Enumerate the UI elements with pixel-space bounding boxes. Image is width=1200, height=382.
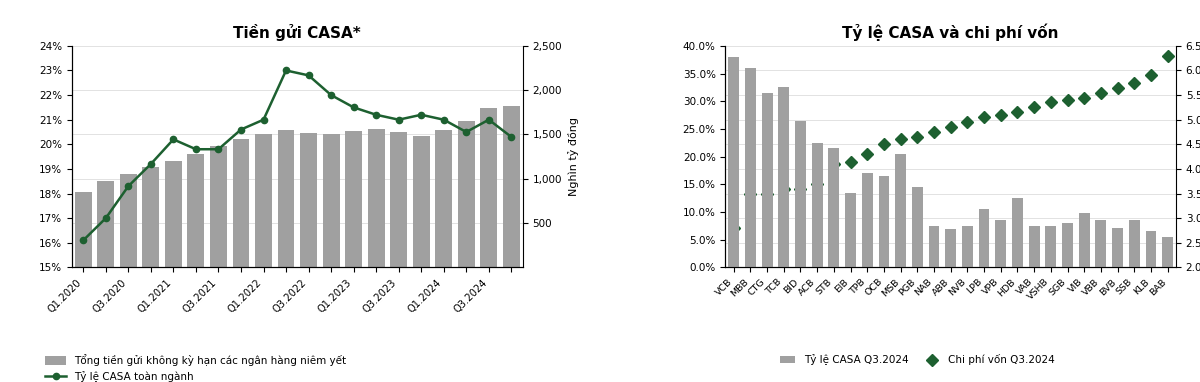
Bar: [1028, 226, 1039, 267]
Y-axis label: Nghìn tỷ đồng: Nghìn tỷ đồng: [568, 117, 578, 196]
Bar: [745, 68, 756, 267]
Bar: [962, 226, 973, 267]
Bar: [277, 130, 294, 267]
Bar: [895, 154, 906, 267]
Bar: [346, 131, 362, 267]
Bar: [878, 176, 889, 267]
Bar: [1096, 220, 1106, 267]
Bar: [946, 228, 956, 267]
Bar: [1112, 228, 1123, 267]
Bar: [390, 132, 407, 267]
Bar: [143, 167, 160, 267]
Bar: [97, 181, 114, 267]
Bar: [1079, 213, 1090, 267]
Bar: [164, 161, 182, 267]
Bar: [1045, 226, 1056, 267]
Bar: [1163, 237, 1174, 267]
Bar: [256, 134, 272, 267]
Bar: [1129, 220, 1140, 267]
Bar: [480, 108, 497, 267]
Bar: [929, 226, 940, 267]
Bar: [1012, 198, 1022, 267]
Legend: Tổng tiền gửi không kỳ hạn các ngân hàng niêm yết, Tỷ lệ CASA toàn ngành: Tổng tiền gửi không kỳ hạn các ngân hàng…: [41, 350, 350, 382]
Bar: [503, 106, 520, 267]
Bar: [436, 130, 452, 267]
Bar: [796, 121, 806, 267]
Bar: [210, 146, 227, 267]
Title: Tỷ lệ CASA và chi phí vốn: Tỷ lệ CASA và chi phí vốn: [842, 23, 1058, 40]
Bar: [187, 154, 204, 267]
Bar: [233, 139, 250, 267]
Bar: [1146, 231, 1157, 267]
Bar: [300, 133, 317, 267]
Legend: Tỷ lệ CASA Q3.2024, Chi phí vốn Q3.2024: Tỷ lệ CASA Q3.2024, Chi phí vốn Q3.2024: [775, 350, 1058, 369]
Bar: [413, 136, 430, 267]
Bar: [862, 173, 872, 267]
Bar: [811, 143, 823, 267]
Bar: [120, 174, 137, 267]
Bar: [323, 134, 340, 267]
Bar: [458, 121, 475, 267]
Bar: [995, 220, 1006, 267]
Bar: [74, 192, 91, 267]
Bar: [979, 209, 990, 267]
Bar: [779, 87, 790, 267]
Bar: [728, 57, 739, 267]
Bar: [1062, 223, 1073, 267]
Bar: [845, 193, 856, 267]
Bar: [762, 93, 773, 267]
Title: Tiền gửi CASA*: Tiền gửi CASA*: [234, 24, 361, 40]
Bar: [828, 148, 839, 267]
Bar: [912, 187, 923, 267]
Bar: [367, 129, 385, 267]
